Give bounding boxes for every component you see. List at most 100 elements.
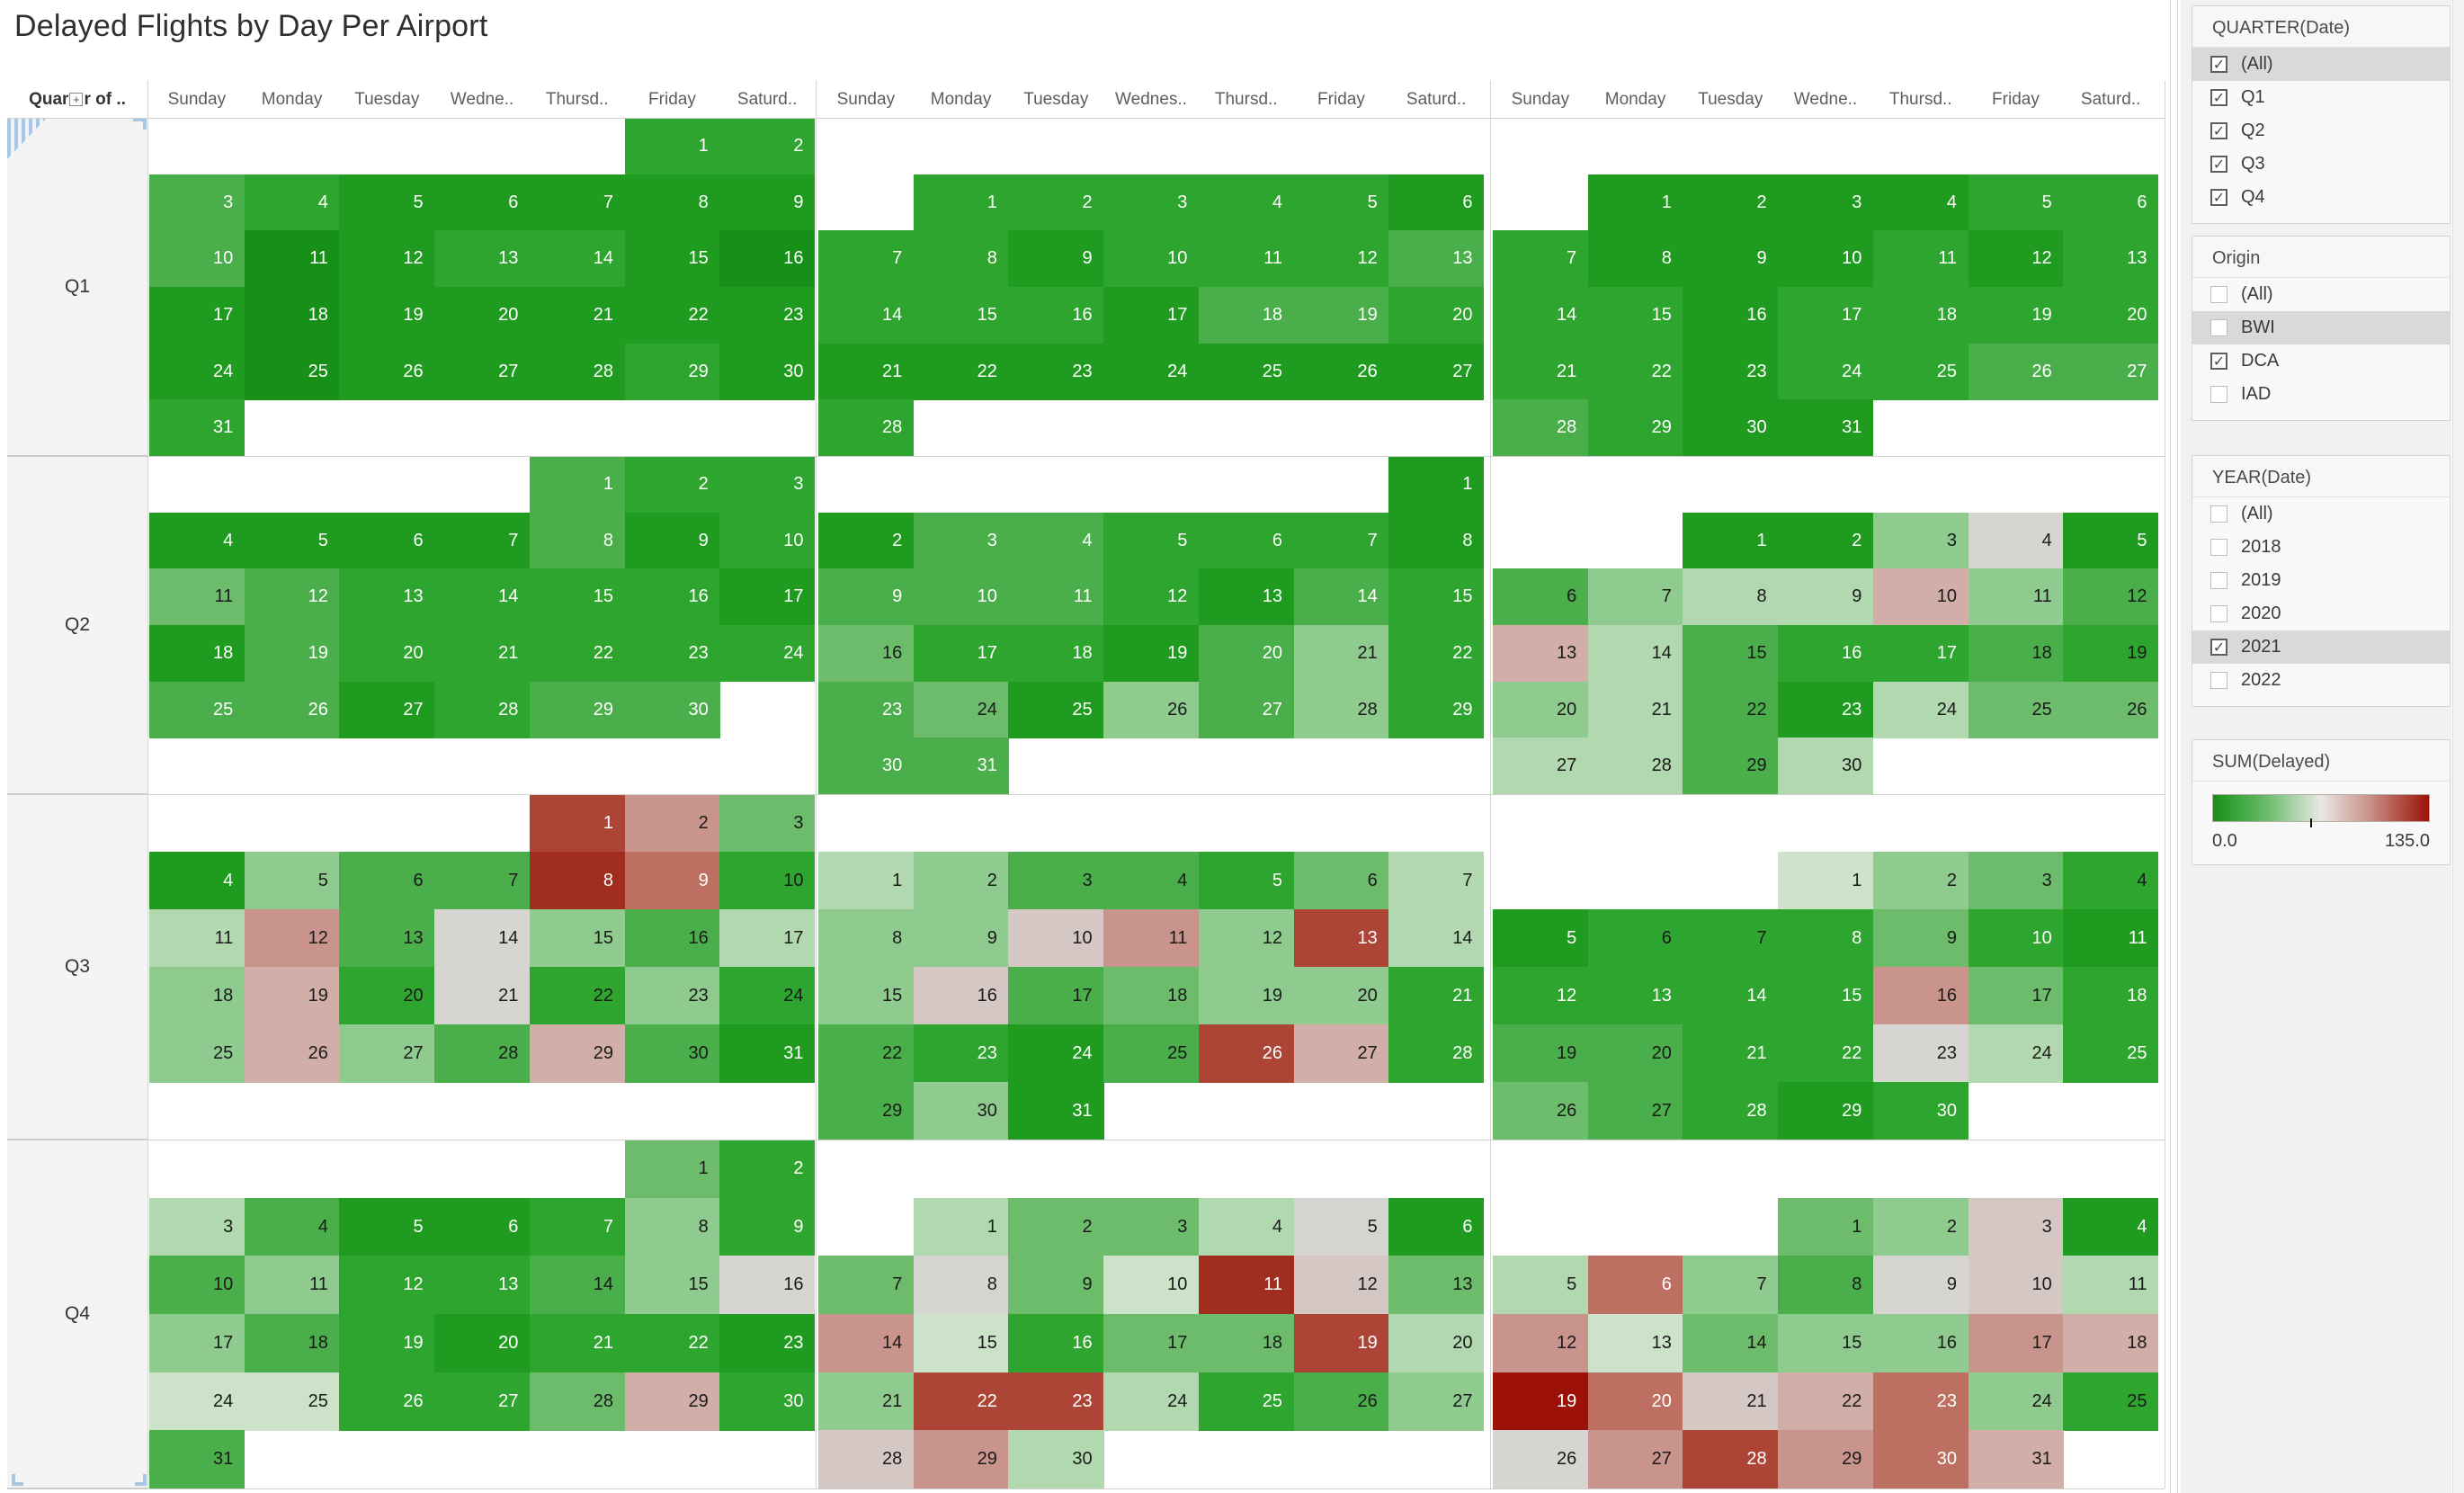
day-cell[interactable]: 25 (244, 343, 340, 400)
day-cell[interactable]: 10 (1872, 568, 1969, 626)
day-cell[interactable]: 22 (1778, 1372, 1874, 1431)
day-cell[interactable]: 24 (1872, 681, 1969, 738)
day-cell[interactable]: 10 (149, 1256, 246, 1315)
day-cell[interactable]: 8 (818, 909, 915, 968)
day-cell[interactable]: 9 (624, 852, 720, 910)
filter-option-q4[interactable]: ✓ Q4 (2192, 181, 2450, 214)
day-cell[interactable]: 28 (1683, 1082, 1779, 1140)
day-cell[interactable]: 21 (818, 1372, 915, 1431)
day-cell[interactable]: 15 (1388, 568, 1485, 626)
day-cell[interactable]: 9 (624, 512, 720, 569)
day-cell[interactable]: 20 (2063, 287, 2159, 344)
day-cell[interactable]: 4 (2063, 852, 2159, 910)
day-cell[interactable]: 8 (1683, 568, 1779, 626)
day-cell[interactable]: 25 (1103, 1024, 1200, 1083)
day-cell[interactable]: 19 (1198, 967, 1295, 1025)
day-cell[interactable]: 11 (1198, 230, 1295, 288)
day-cell[interactable]: 12 (1968, 230, 2064, 288)
day-cell[interactable]: 10 (719, 512, 816, 569)
day-cell[interactable]: 14 (434, 568, 531, 626)
day-cell[interactable]: 9 (913, 909, 1009, 968)
checkbox-checked-icon[interactable]: ✓ (2210, 89, 2227, 106)
day-cell[interactable]: 18 (244, 1314, 340, 1373)
checkbox-unchecked-icon[interactable] (2210, 572, 2227, 589)
day-cell[interactable]: 23 (913, 1024, 1009, 1083)
day-cell[interactable]: 8 (1587, 230, 1683, 288)
day-cell[interactable]: 16 (719, 230, 816, 288)
day-cell[interactable]: 20 (339, 625, 435, 683)
day-cell[interactable]: 8 (913, 230, 1009, 288)
day-cell[interactable]: 2 (1008, 1197, 1104, 1256)
day-cell[interactable]: 11 (1103, 909, 1200, 968)
day-cell[interactable]: 13 (434, 1256, 531, 1315)
day-cell[interactable]: 3 (719, 456, 816, 514)
day-cell[interactable]: 15 (818, 967, 915, 1025)
day-cell[interactable]: 15 (624, 230, 720, 288)
day-cell[interactable]: 17 (1103, 1314, 1200, 1373)
day-cell[interactable]: 2 (1778, 512, 1874, 569)
day-cell[interactable]: 3 (149, 174, 246, 231)
day-cell[interactable]: 25 (2063, 1024, 2159, 1083)
day-cell[interactable]: 11 (244, 230, 340, 288)
day-cell[interactable]: 23 (1872, 1024, 1969, 1083)
day-cell[interactable]: 27 (2063, 343, 2159, 400)
filter-option-2018[interactable]: 2018 (2192, 531, 2450, 564)
day-cell[interactable]: 9 (1872, 1256, 1969, 1315)
day-cell[interactable]: 27 (434, 1372, 531, 1431)
day-cell[interactable]: 7 (1388, 852, 1485, 910)
day-cell[interactable]: 16 (624, 909, 720, 968)
day-cell[interactable]: 13 (1198, 568, 1295, 626)
day-cell[interactable]: 16 (1872, 967, 1969, 1025)
day-cell[interactable]: 17 (913, 625, 1009, 683)
checkbox-unchecked-icon[interactable] (2210, 505, 2227, 523)
day-cell[interactable]: 4 (244, 1197, 340, 1256)
checkbox-checked-icon[interactable]: ✓ (2210, 56, 2227, 73)
filter-option-dca[interactable]: ✓ DCA (2192, 344, 2450, 378)
day-cell[interactable]: 13 (339, 909, 435, 968)
day-cell[interactable]: 25 (1008, 681, 1104, 738)
day-cell[interactable]: 17 (1968, 967, 2064, 1025)
day-cell[interactable]: 5 (1198, 852, 1295, 910)
day-cell[interactable]: 23 (719, 287, 816, 344)
day-cell[interactable]: 15 (1778, 1314, 1874, 1373)
day-cell[interactable]: 25 (1968, 681, 2064, 738)
day-cell[interactable]: 22 (818, 1024, 915, 1083)
day-cell[interactable]: 27 (1388, 343, 1485, 400)
day-cell[interactable]: 4 (1872, 174, 1969, 231)
day-cell[interactable]: 10 (719, 852, 816, 910)
day-cell[interactable]: 17 (1968, 1314, 2064, 1373)
day-cell[interactable]: 1 (624, 1140, 720, 1199)
day-cell[interactable]: 22 (529, 967, 626, 1025)
day-cell[interactable]: 4 (1968, 512, 2064, 569)
day-cell[interactable]: 21 (434, 625, 531, 683)
day-cell[interactable]: 2 (719, 1140, 816, 1199)
day-cell[interactable]: 26 (339, 343, 435, 400)
filter-option-q3[interactable]: ✓ Q3 (2192, 148, 2450, 181)
day-cell[interactable]: 20 (1388, 1314, 1485, 1373)
day-cell[interactable]: 15 (529, 909, 626, 968)
day-cell[interactable]: 10 (1008, 909, 1104, 968)
day-cell[interactable]: 30 (913, 1082, 1009, 1140)
day-cell[interactable]: 31 (719, 1024, 816, 1083)
day-cell[interactable]: 24 (719, 967, 816, 1025)
day-cell[interactable]: 7 (1683, 909, 1779, 968)
day-cell[interactable]: 17 (149, 287, 246, 344)
checkbox-checked-icon[interactable]: ✓ (2210, 122, 2227, 139)
day-cell[interactable]: 15 (1587, 287, 1683, 344)
day-cell[interactable]: 24 (1968, 1372, 2064, 1431)
day-cell[interactable]: 31 (1778, 399, 1874, 457)
day-cell[interactable]: 31 (149, 1430, 246, 1489)
day-cell[interactable]: 21 (529, 1314, 626, 1373)
day-cell[interactable]: 5 (1493, 1256, 1589, 1315)
day-cell[interactable]: 4 (1198, 1197, 1295, 1256)
day-cell[interactable]: 8 (913, 1256, 1009, 1315)
day-cell[interactable]: 13 (1388, 1256, 1485, 1315)
day-cell[interactable]: 12 (1103, 568, 1200, 626)
day-cell[interactable]: 6 (2063, 174, 2159, 231)
day-cell[interactable]: 25 (1872, 343, 1969, 400)
day-cell[interactable]: 3 (1008, 852, 1104, 910)
day-cell[interactable]: 27 (1388, 1372, 1485, 1431)
day-cell[interactable]: 13 (1587, 1314, 1683, 1373)
day-cell[interactable]: 2 (1683, 174, 1779, 231)
day-cell[interactable]: 3 (1968, 852, 2064, 910)
